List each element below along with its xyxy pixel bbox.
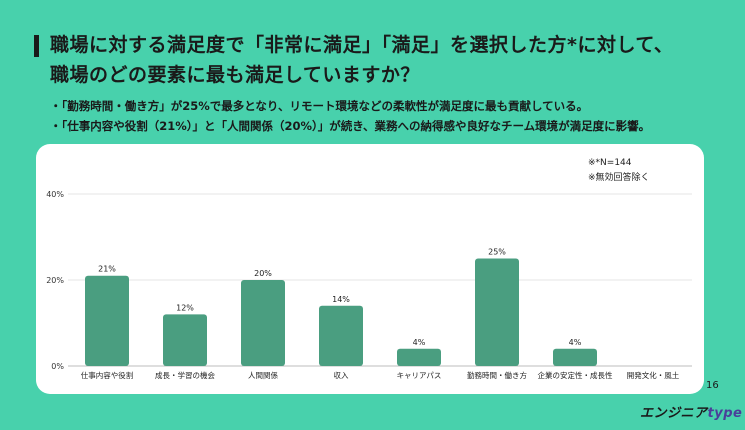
x-tick-label: 人間関係 [248,371,278,380]
excluded-note: ※無効回答除く [588,173,650,183]
bar-chart: 0% 20% 40% 21% 仕事内容や役割 12% 成長・学習の機会 20% 人間関係 14% 収… [46,190,692,380]
data-label: 4% [569,338,582,347]
bullet-1: ・「勤務時間・働き方」が25%で最多となり、リモート環境などの柔軟性が満足度に最… [50,99,589,113]
bar [163,314,207,366]
data-label: 12% [176,303,194,312]
data-label: 25% [488,248,506,257]
x-tick-label: 収入 [334,371,349,380]
bar [319,305,363,366]
logo-main-text: エンジニア [640,406,708,421]
y-tick-label: 40% [46,190,64,199]
x-tick-label: 勤務時間・働き方 [467,370,527,380]
bar [553,348,597,366]
x-tick-label: 成長・学習の機会 [155,370,215,380]
y-tick-label: 20% [46,276,64,285]
x-tick-label: 企業の安定性・成長性 [538,370,613,380]
brand-logo: エンジニアtype [640,402,742,421]
bar [397,348,441,366]
sample-size-note: ※*N=144 [588,158,632,168]
title-accent-bar [34,35,39,57]
title-line-2: 職場のどの要素に最も満足していますか？ [50,64,420,86]
data-label: 14% [332,295,350,304]
page-title: 職場に対する満足度で「非常に満足」「満足」を選択した方*に対して、 職場のどの要… [50,30,730,90]
data-label: 4% [413,338,426,347]
x-tick-label: 開発文化・風土 [627,370,680,380]
bar [85,275,129,366]
title-line-1: 職場に対する満足度で「非常に満足」「満足」を選択した方*に対して、 [50,34,674,56]
bar [241,280,285,366]
bar [475,258,519,366]
y-tick-label: 0% [51,362,64,371]
bullet-2: ・「仕事内容や役割（21%）」と「人間関係（20%）」が続き、業務への納得感や良… [50,119,651,133]
page-number: 16 [706,380,719,391]
data-label: 21% [98,265,116,274]
logo-type-text: type [707,406,743,421]
x-tick-label: キャリアパス [397,371,442,380]
data-label: 20% [254,269,272,278]
x-tick-label: 仕事内容や役割 [81,370,134,380]
summary-bullets: ・「勤務時間・働き方」が25%で最多となり、リモート環境などの柔軟性が満足度に最… [50,96,740,136]
chart-note: ※*N=144 ※無効回答除く [588,156,650,186]
